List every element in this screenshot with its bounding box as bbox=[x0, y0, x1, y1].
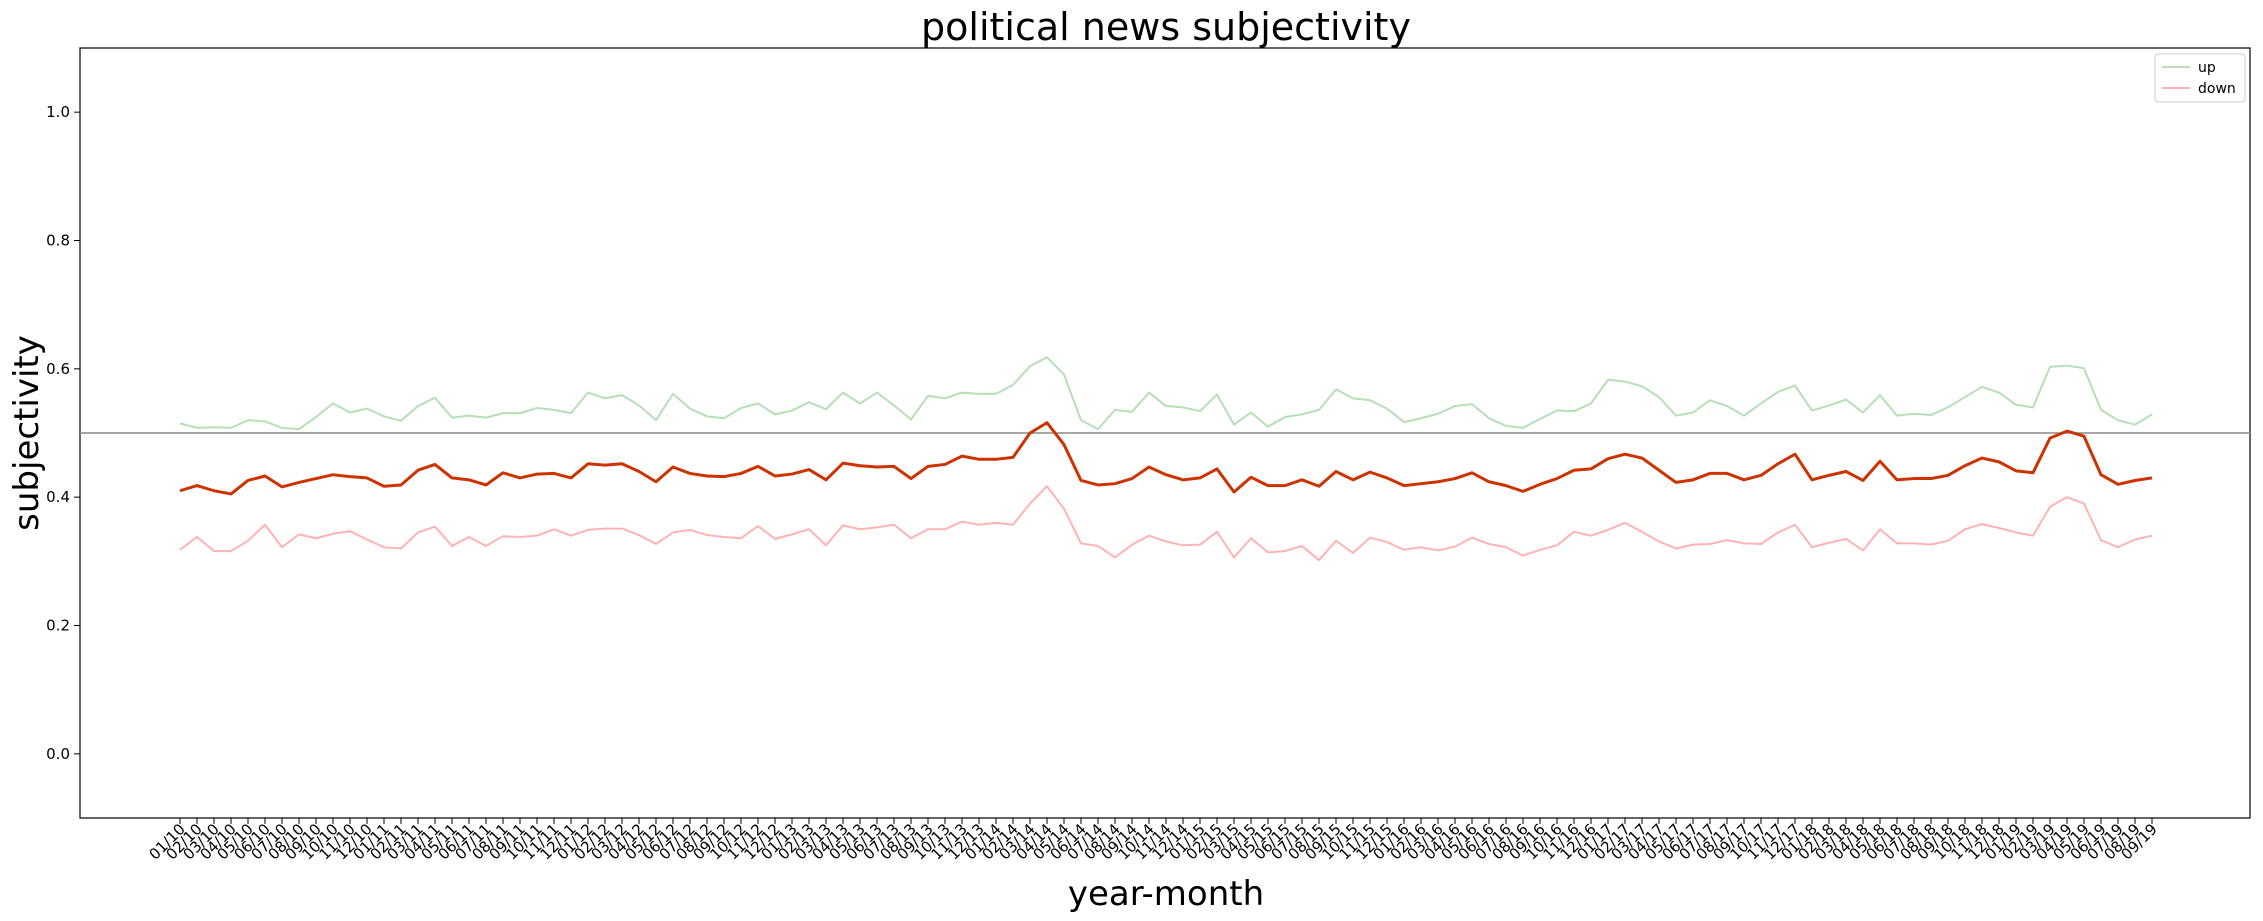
y-tick-label: 0.4 bbox=[46, 488, 70, 506]
legend-label-down: down bbox=[2198, 81, 2236, 97]
series-line-mean bbox=[179, 421, 2153, 496]
y-tick-label: 0.2 bbox=[46, 617, 70, 635]
x-axis-label: year-month bbox=[1068, 874, 1264, 914]
y-axis-label: subjectivity bbox=[7, 335, 47, 531]
y-axis: 0.0 0.2 0.4 0.6 0.8 1.0 bbox=[46, 103, 80, 763]
chart-title: political news subjectivity bbox=[921, 5, 1411, 49]
y-tick-label: 0.8 bbox=[46, 232, 70, 250]
series-line-up bbox=[179, 356, 2153, 431]
y-tick-label: 0.0 bbox=[46, 745, 70, 763]
legend-label-up: up bbox=[2198, 60, 2216, 76]
y-tick-label: 1.0 bbox=[46, 103, 70, 121]
legend: up down bbox=[2154, 53, 2246, 103]
series-layer bbox=[179, 356, 2153, 562]
y-tick-label: 0.6 bbox=[46, 360, 70, 378]
x-axis: 01/1002/1003/1004/1005/1006/1007/1008/10… bbox=[146, 818, 2161, 863]
series-line-down bbox=[179, 485, 2153, 562]
